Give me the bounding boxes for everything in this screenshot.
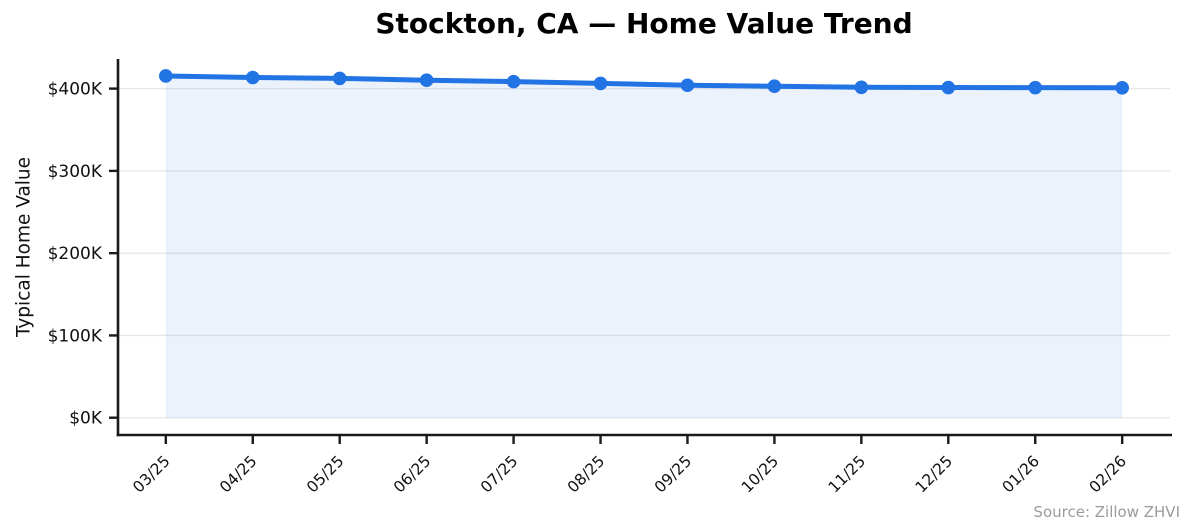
y-tick-label: $0K xyxy=(69,409,103,429)
x-tick-label: 05/25 xyxy=(303,452,347,496)
source-note: Source: Zillow ZHVI xyxy=(1033,503,1180,521)
y-tick-label: $200K xyxy=(48,244,103,264)
x-tick-label: 08/25 xyxy=(564,452,608,496)
data-point xyxy=(159,69,173,83)
x-tick-label: 12/25 xyxy=(912,452,956,496)
x-tick-label: 02/26 xyxy=(1086,452,1130,496)
area-fill xyxy=(165,75,1123,418)
data-point xyxy=(506,74,521,89)
data-point xyxy=(854,80,869,95)
data-point xyxy=(245,70,260,85)
x-tick-label: 09/25 xyxy=(651,452,695,496)
data-point xyxy=(680,78,695,93)
data-point xyxy=(1115,80,1129,95)
x-tick-label: 04/25 xyxy=(216,452,260,496)
data-point xyxy=(1028,80,1043,95)
x-tick-label: 10/25 xyxy=(738,452,782,496)
data-point xyxy=(419,73,434,88)
x-tick-label: 06/25 xyxy=(390,452,434,496)
data-point xyxy=(767,79,782,94)
trend-line xyxy=(163,73,1125,91)
y-tick-label: $300K xyxy=(48,162,103,182)
x-tick-label: 11/25 xyxy=(825,452,869,496)
x-tick-label: 03/25 xyxy=(129,452,173,496)
y-tick-label: $400K xyxy=(48,80,103,100)
data-point xyxy=(332,71,347,86)
data-point xyxy=(593,76,608,91)
y-tick-label: $100K xyxy=(48,326,103,346)
data-point xyxy=(941,80,956,95)
chart-title: Stockton, CA — Home Value Trend xyxy=(375,7,913,40)
x-tick-label: 07/25 xyxy=(477,452,521,496)
x-tick-label: 01/26 xyxy=(999,452,1043,496)
